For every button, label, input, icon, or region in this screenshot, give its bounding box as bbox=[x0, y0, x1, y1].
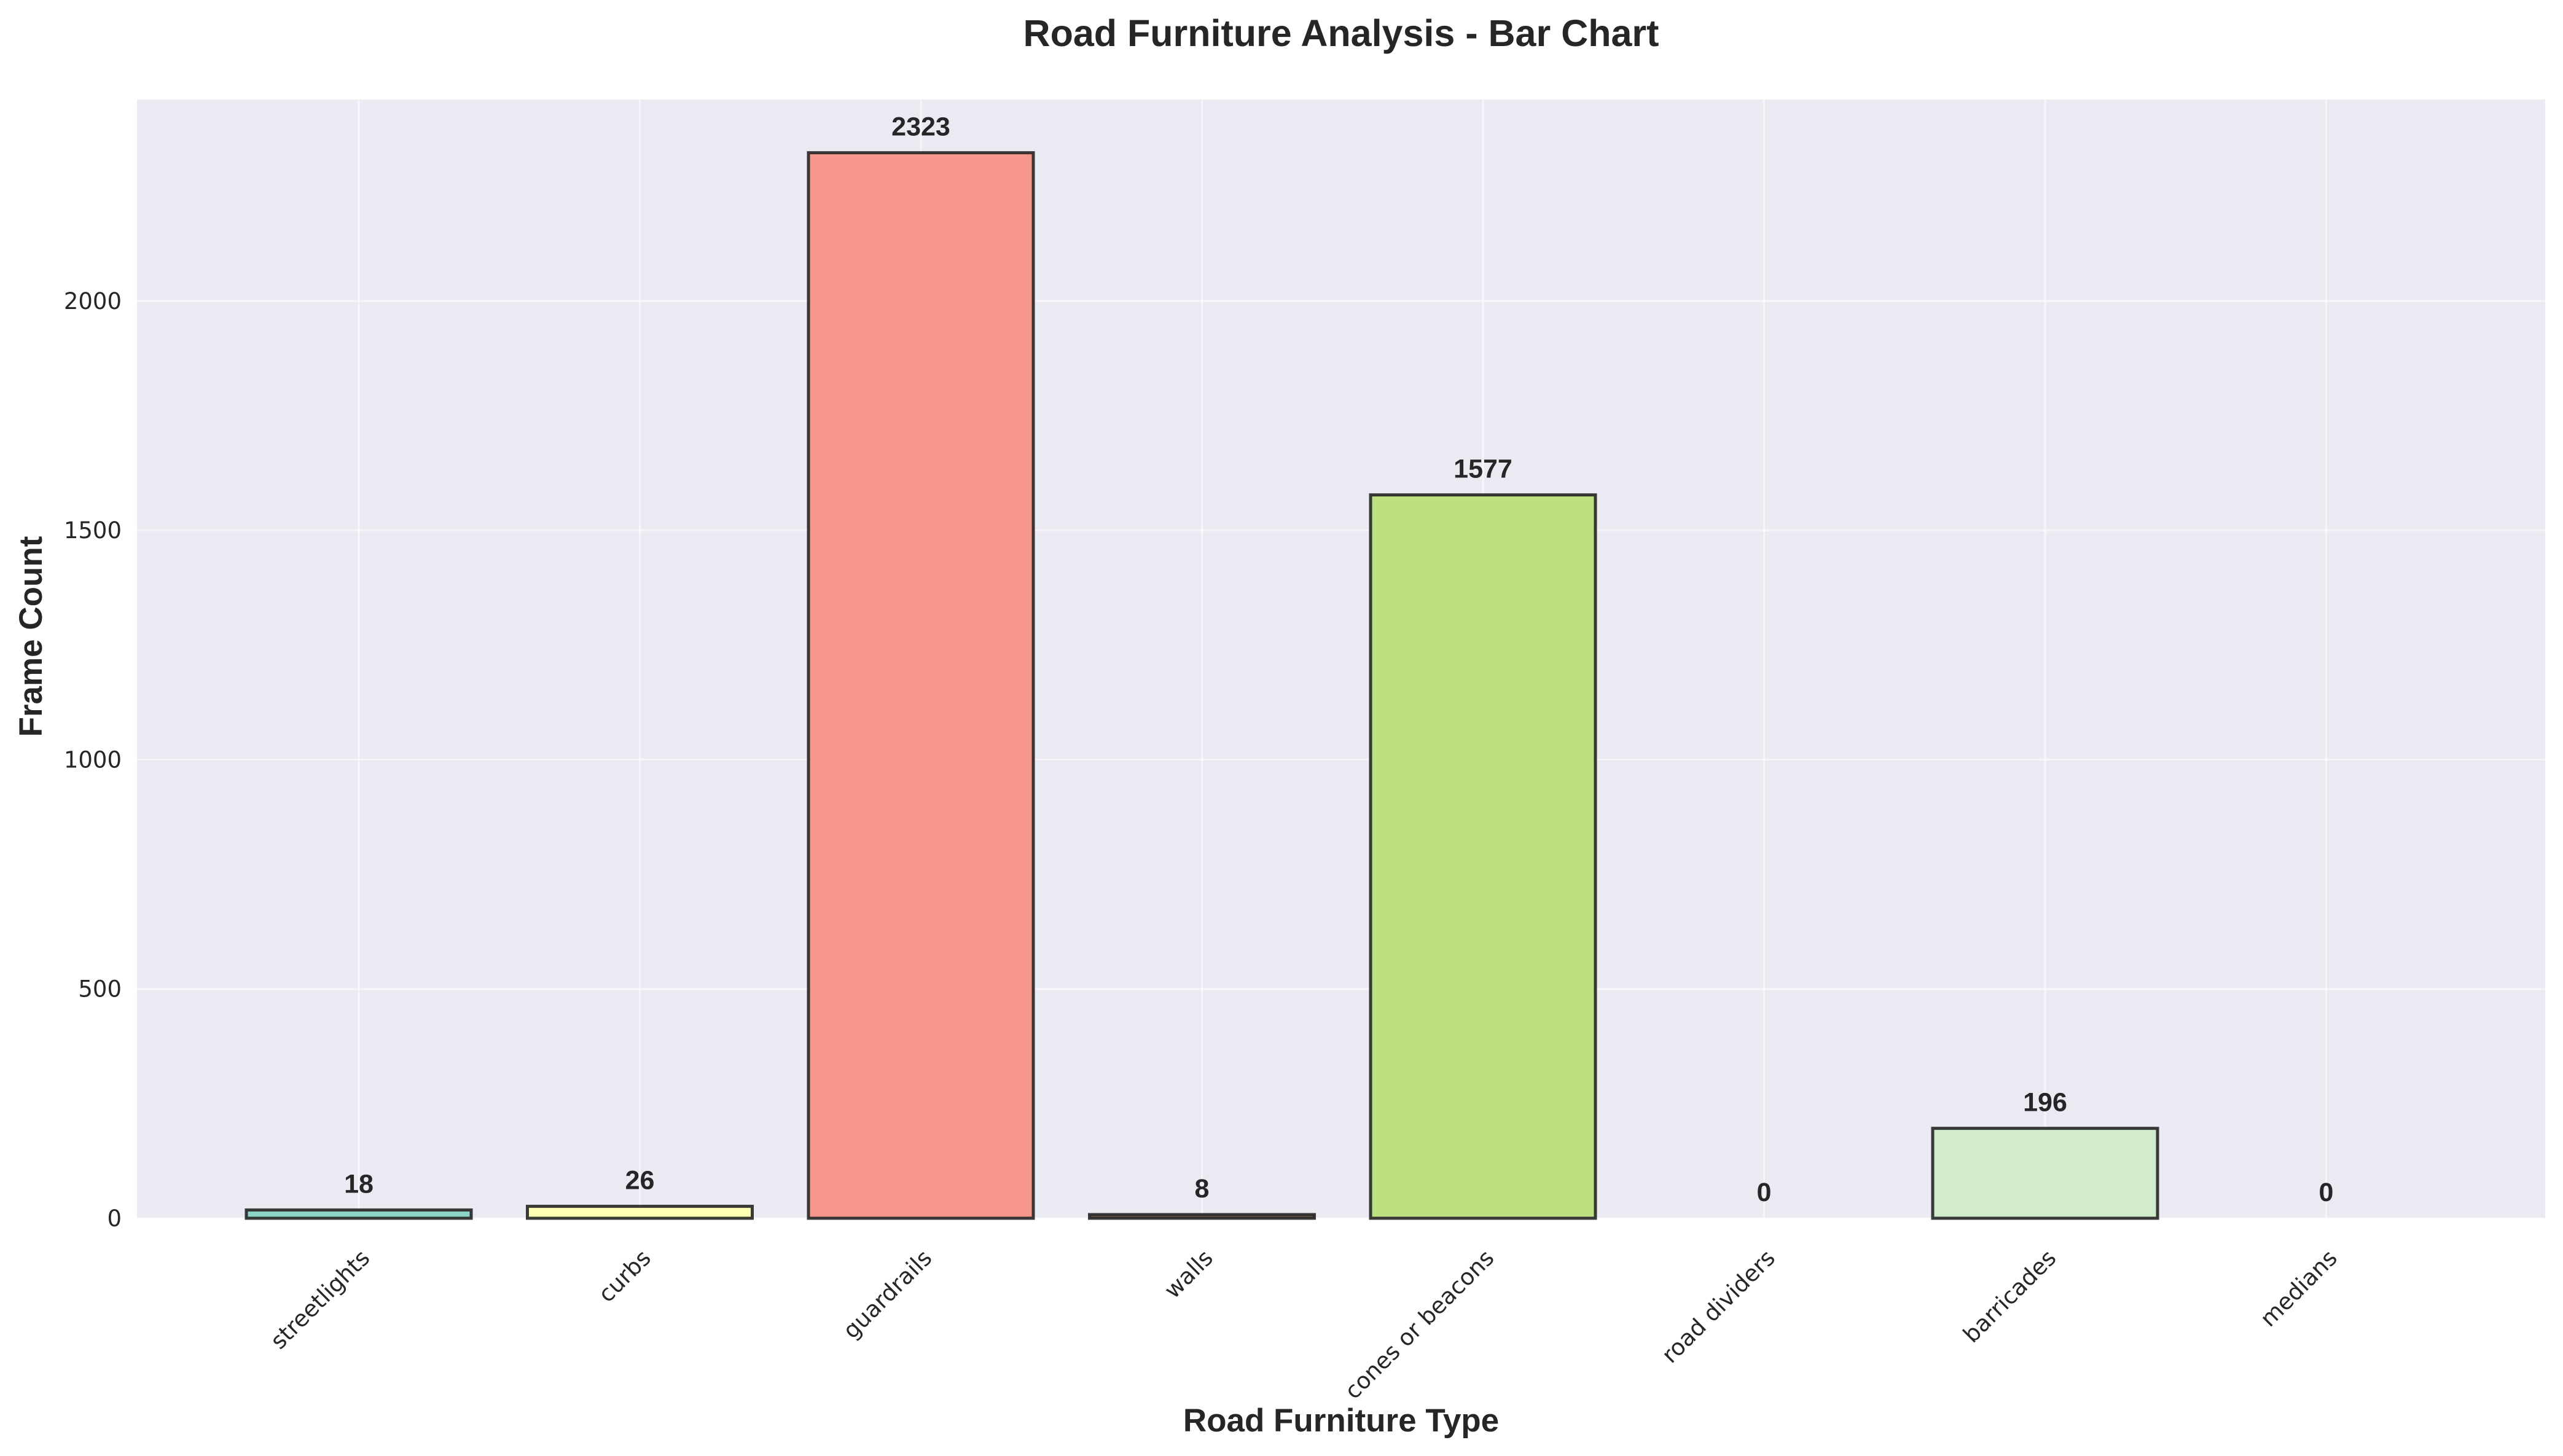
bar bbox=[1931, 1127, 2159, 1220]
bar bbox=[1369, 493, 1597, 1220]
bar-value-label: 196 bbox=[2023, 1088, 2067, 1117]
bar bbox=[245, 1208, 473, 1220]
x-tick-label: cones or beacons bbox=[1340, 1245, 1500, 1404]
y-axis-ticks: 0 500 1000 1500 2000 bbox=[64, 288, 122, 1232]
x-tick-label: streetlights bbox=[265, 1245, 375, 1355]
x-tick-label: medians bbox=[2255, 1245, 2342, 1332]
x-tick-label: guardrails bbox=[838, 1245, 937, 1344]
bar-value-labels: 18 26 2323 8 1577 0 196 0 bbox=[344, 112, 2333, 1207]
y-tick-label: 0 bbox=[107, 1205, 122, 1232]
bar-value-label: 8 bbox=[1195, 1174, 1210, 1204]
bar-value-label: 18 bbox=[344, 1170, 374, 1199]
chart-title: Road Furniture Analysis - Bar Chart bbox=[1023, 12, 1659, 54]
plot-background bbox=[137, 100, 2545, 1218]
x-tick-label: road dividers bbox=[1657, 1245, 1780, 1368]
gridlines bbox=[137, 100, 2545, 1219]
bar-value-label: 2323 bbox=[891, 112, 950, 142]
x-tick-label: barricades bbox=[1958, 1245, 2061, 1348]
y-tick-label: 1500 bbox=[64, 517, 122, 544]
bars bbox=[245, 151, 2159, 1220]
bar bbox=[1088, 1213, 1316, 1220]
bar-value-label: 0 bbox=[1757, 1178, 1772, 1207]
x-axis-ticks: streetlights curbs guardrails walls cones or… bbox=[265, 1245, 2342, 1404]
bar bbox=[526, 1205, 754, 1220]
x-axis-label: Road Furniture Type bbox=[1183, 1403, 1499, 1439]
y-tick-label: 1000 bbox=[64, 746, 122, 773]
x-tick-label: walls bbox=[1159, 1245, 1218, 1304]
bar-value-label: 0 bbox=[2319, 1178, 2334, 1207]
bar-value-label: 26 bbox=[625, 1166, 655, 1196]
bar-value-label: 1577 bbox=[1454, 455, 1512, 484]
x-tick-label: curbs bbox=[593, 1245, 655, 1307]
bar bbox=[807, 151, 1035, 1220]
y-tick-label: 500 bbox=[78, 976, 122, 1003]
y-tick-label: 2000 bbox=[64, 288, 122, 315]
y-axis-label: Frame Count bbox=[13, 536, 49, 737]
